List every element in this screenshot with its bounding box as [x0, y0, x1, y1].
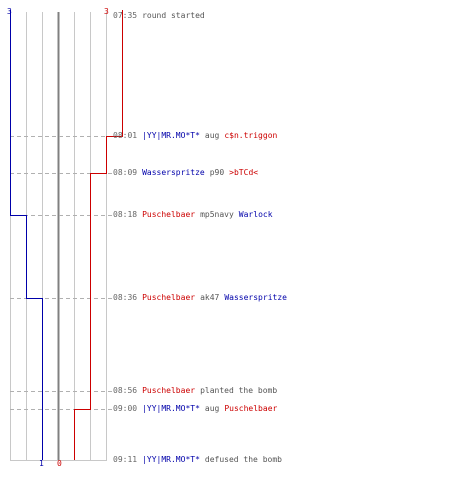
player-blue: Warlock	[238, 210, 273, 219]
event-time: 08:36	[113, 293, 138, 302]
event-time: 09:11	[113, 455, 138, 464]
event-time: 08:01	[113, 131, 138, 140]
event-time: 08:18	[113, 210, 138, 219]
event-time: 08:09	[113, 168, 138, 177]
event-text: planted the bomb	[200, 386, 278, 395]
player-red: >bTCd<	[229, 168, 259, 177]
player-red: Puschelbaer	[142, 210, 196, 219]
event-time: 07:35	[113, 11, 138, 20]
event-row: 07:35 round started	[113, 10, 210, 22]
event-row: 08:01 |YY|MR.MO*T* aug c$n.triggon	[113, 130, 282, 142]
event-text: defused the bomb	[204, 455, 282, 464]
blue-start-score: 3	[7, 7, 12, 16]
event-time: 08:56	[113, 386, 138, 395]
blue-team-line	[10, 10, 43, 460]
player-blue: Wasserspritze	[142, 168, 205, 177]
event-text: ak47	[200, 293, 220, 302]
player-blue: |YY|MR.MO*T*	[142, 131, 200, 140]
player-red: c$n.triggon	[224, 131, 278, 140]
event-text: mp5navy	[200, 210, 234, 219]
player-blue: |YY|MR.MO*T*	[142, 404, 200, 413]
event-text: p90	[209, 168, 225, 177]
event-text: aug	[204, 131, 220, 140]
player-red: Puschelbaer	[142, 386, 196, 395]
event-row: 09:00 |YY|MR.MO*T* aug Puschelbaer	[113, 403, 282, 415]
player-red: Puschelbaer	[142, 293, 196, 302]
event-row: 08:56 Puschelbaer planted the bomb	[113, 385, 282, 397]
event-row: 08:18 Puschelbaer mp5navy Warlock	[113, 209, 278, 221]
event-time: 09:00	[113, 404, 138, 413]
player-blue: |YY|MR.MO*T*	[142, 455, 200, 464]
event-row: 09:11 |YY|MR.MO*T* defused the bomb	[113, 454, 287, 466]
blue-end-score: 1	[39, 459, 44, 468]
player-red: Puschelbaer	[224, 404, 278, 413]
red-team-line	[74, 10, 123, 460]
event-text: round started	[142, 11, 205, 20]
event-row: 08:36 Puschelbaer ak47 Wasserspritze	[113, 292, 292, 304]
event-row: 08:09 Wasserspritze p90 >bTCd<	[113, 167, 263, 179]
player-blue: Wasserspritze	[224, 293, 287, 302]
red-start-score: 3	[104, 7, 109, 16]
red-end-score: 0	[57, 459, 62, 468]
event-text: aug	[204, 404, 220, 413]
